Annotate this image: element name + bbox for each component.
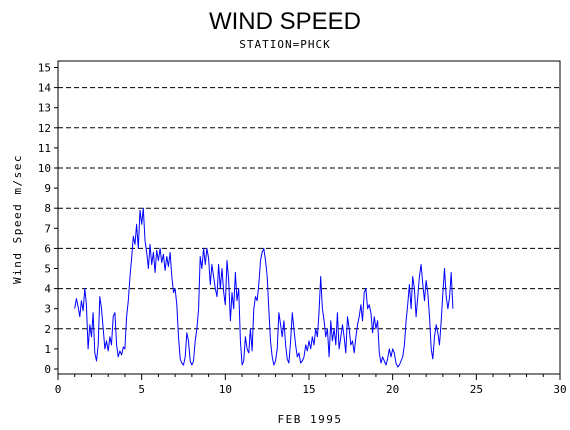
y-tick-label-11: 11 <box>38 142 51 155</box>
x-axis: 0 5 10 15 20 25 30 <box>55 374 567 396</box>
plot-frame <box>57 60 561 375</box>
y-tick-label-0: 0 <box>44 363 51 376</box>
reference-lines <box>58 87 560 330</box>
y-tick-label-14: 14 <box>38 82 52 95</box>
y-tick-label-12: 12 <box>38 122 51 135</box>
chart-subtitle: STATION=PHCK <box>239 38 330 51</box>
y-tick-label-8: 8 <box>44 202 51 215</box>
x-tick-label-30: 30 <box>553 383 566 396</box>
y-tick-label-10: 10 <box>38 162 51 175</box>
x-axis-label: FEB 1995 <box>278 413 343 426</box>
y-tick-label-5: 5 <box>44 263 51 276</box>
x-tick-label-15: 15 <box>302 383 315 396</box>
series-group <box>74 207 454 368</box>
y-tick-label-6: 6 <box>44 242 51 255</box>
y-tick-label-4: 4 <box>44 283 51 296</box>
y-tick-label-1: 1 <box>44 343 51 356</box>
y-tick-label-2: 2 <box>44 323 51 336</box>
y-tick-label-3: 3 <box>44 303 51 316</box>
y-tick-label-7: 7 <box>44 222 51 235</box>
x-tick-label-20: 20 <box>386 383 399 396</box>
x-tick-label-0: 0 <box>55 383 62 396</box>
y-tick-label-15: 15 <box>38 62 51 75</box>
series-line-0 <box>74 207 454 368</box>
chart-title: WIND SPEED <box>209 8 361 35</box>
y-axis-label: Wind Speed m/sec <box>11 154 24 284</box>
x-tick-label-25: 25 <box>470 383 483 396</box>
x-tick-label-5: 5 <box>138 383 145 396</box>
y-tick-label-9: 9 <box>44 182 51 195</box>
y-tick-label-13: 13 <box>38 102 51 115</box>
x-tick-label-10: 10 <box>219 383 232 396</box>
